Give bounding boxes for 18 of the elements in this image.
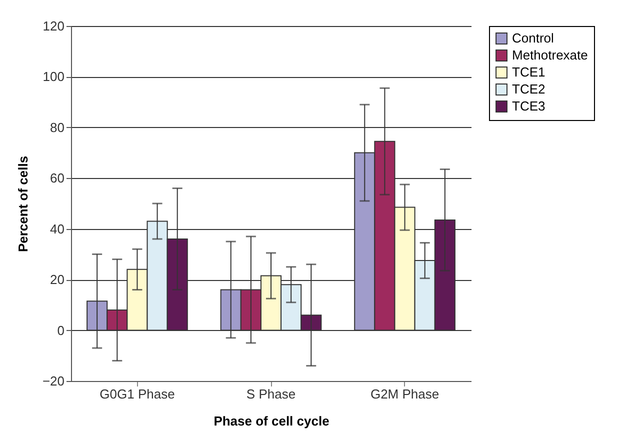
y-tick-label: 40 (50, 221, 64, 236)
legend-label: TCE3 (512, 98, 546, 114)
legend-label: Methotrexate (512, 48, 588, 62)
x-axis-title: Phase of cell cycle (214, 414, 330, 428)
y-tick-label: 120 (42, 18, 64, 34)
legend-label: Control (512, 30, 554, 46)
x-tick-label: S Phase (246, 386, 296, 402)
y-tick-label: 60 (50, 170, 64, 186)
legend-label: TCE2 (512, 82, 546, 96)
legend-label: TCE1 (512, 64, 546, 80)
y-tick-label: 0 (57, 322, 64, 338)
y-tick-label: 80 (50, 120, 64, 135)
y-tick-label: 20 (50, 272, 64, 288)
y-tick-label: −20 (42, 374, 64, 388)
y-axis-title: Percent of cells (15, 156, 30, 252)
y-tick-label: 100 (42, 69, 64, 84)
x-tick-label: G0G1 Phase (100, 386, 175, 402)
x-tick-label: G2M Phase (370, 386, 440, 402)
